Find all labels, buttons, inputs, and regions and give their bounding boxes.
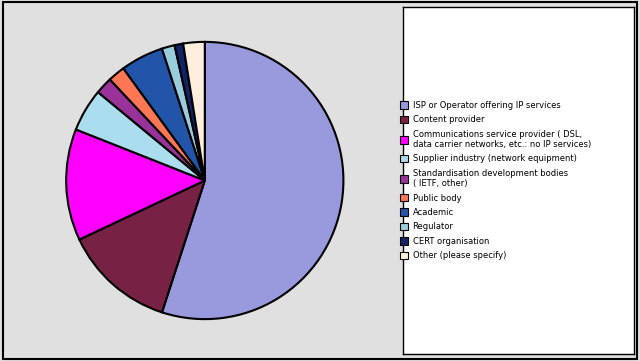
- Wedge shape: [98, 79, 205, 180]
- Legend: ISP or Operator offering IP services, Content provider, Communications service p: ISP or Operator offering IP services, Co…: [396, 96, 595, 265]
- Wedge shape: [162, 42, 344, 319]
- Wedge shape: [76, 92, 205, 180]
- Wedge shape: [162, 45, 205, 180]
- Wedge shape: [175, 44, 205, 180]
- Wedge shape: [124, 49, 205, 180]
- Wedge shape: [110, 68, 205, 180]
- Wedge shape: [79, 180, 205, 312]
- Wedge shape: [66, 130, 205, 239]
- Wedge shape: [183, 42, 205, 180]
